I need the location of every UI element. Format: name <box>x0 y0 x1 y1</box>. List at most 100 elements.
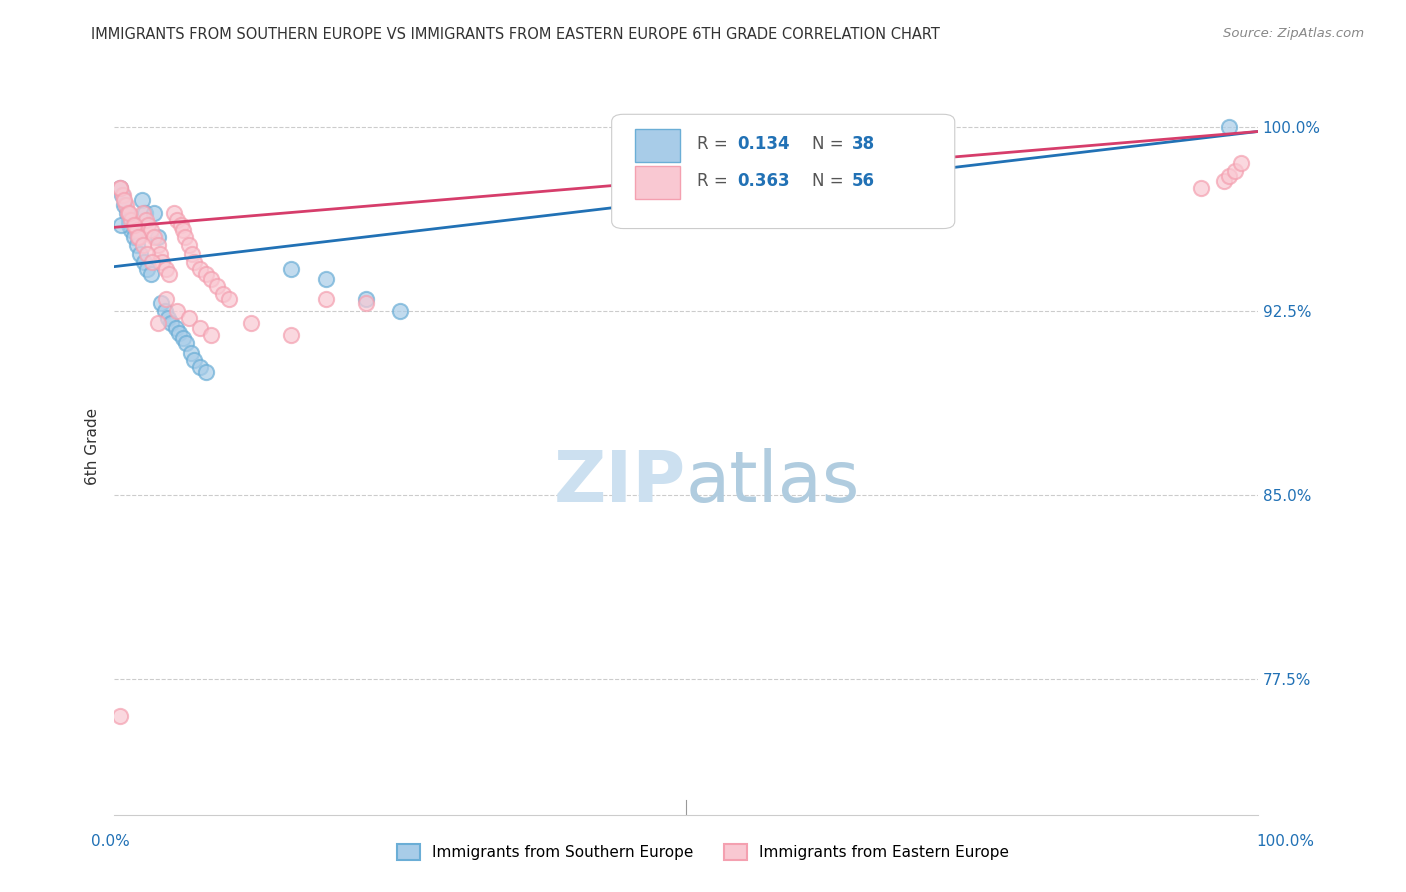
Point <box>211 286 233 301</box>
Point <box>1189 181 1212 195</box>
Point <box>354 296 377 310</box>
FancyBboxPatch shape <box>612 114 955 228</box>
Point <box>1229 156 1251 170</box>
Point <box>315 292 337 306</box>
Point <box>155 262 177 277</box>
Point <box>124 218 146 232</box>
Point <box>132 254 155 268</box>
Point <box>183 353 205 368</box>
Point <box>218 292 240 306</box>
Point <box>114 198 136 212</box>
Point <box>194 365 217 379</box>
Point <box>177 237 200 252</box>
Bar <box>634 166 681 199</box>
Point <box>177 311 200 326</box>
Point <box>315 272 337 286</box>
Point <box>156 311 179 326</box>
Text: ZIP: ZIP <box>554 449 686 517</box>
Point <box>146 316 169 330</box>
Point <box>131 194 153 208</box>
Point <box>136 247 159 261</box>
Point <box>108 181 131 195</box>
Text: 0.0%: 0.0% <box>91 834 131 849</box>
Text: R =: R = <box>697 135 734 153</box>
Point <box>118 213 141 227</box>
Text: 56: 56 <box>852 171 875 190</box>
Point <box>114 194 136 208</box>
Text: 0.134: 0.134 <box>738 135 790 153</box>
Point <box>108 181 131 195</box>
Point <box>125 223 148 237</box>
Point <box>172 223 194 237</box>
Point <box>180 345 202 359</box>
Point <box>139 267 162 281</box>
Text: 38: 38 <box>852 135 875 153</box>
Text: 100.0%: 100.0% <box>1257 834 1315 849</box>
Point <box>1223 163 1246 178</box>
Point <box>1218 120 1240 134</box>
Point <box>143 230 166 244</box>
Point <box>112 188 135 202</box>
Point <box>135 213 157 227</box>
Point <box>150 296 173 310</box>
Point <box>181 247 204 261</box>
Point <box>146 230 169 244</box>
Point <box>1212 174 1234 188</box>
Point <box>114 198 136 212</box>
Point <box>200 328 222 343</box>
Y-axis label: 6th Grade: 6th Grade <box>86 408 100 484</box>
Point <box>172 331 194 345</box>
Point <box>127 230 149 244</box>
Point <box>155 292 177 306</box>
Point <box>127 230 149 244</box>
Point <box>194 267 217 281</box>
Point <box>165 321 187 335</box>
Point <box>280 328 302 343</box>
Text: N =: N = <box>811 171 849 190</box>
Point <box>354 292 377 306</box>
Point <box>389 303 412 318</box>
Point <box>163 205 186 219</box>
Point <box>174 230 197 244</box>
Point <box>108 709 131 723</box>
Point <box>169 326 191 340</box>
Point <box>146 237 169 252</box>
Point <box>1218 169 1240 183</box>
Point <box>143 205 166 219</box>
Bar <box>634 129 681 162</box>
Point <box>110 218 132 232</box>
Point <box>118 205 141 219</box>
Point <box>188 262 211 277</box>
Point <box>200 272 222 286</box>
Point <box>120 223 142 237</box>
Point <box>138 218 160 232</box>
Point <box>111 188 134 202</box>
Legend: Immigrants from Southern Europe, Immigrants from Eastern Europe: Immigrants from Southern Europe, Immigra… <box>391 838 1015 866</box>
Point <box>149 247 172 261</box>
Point <box>136 262 159 277</box>
Point <box>117 205 139 219</box>
Point <box>240 316 263 330</box>
Point <box>132 205 155 219</box>
Point <box>183 254 205 268</box>
Point <box>120 213 142 227</box>
Point <box>129 247 152 261</box>
Text: Source: ZipAtlas.com: Source: ZipAtlas.com <box>1223 27 1364 40</box>
Point <box>118 218 141 232</box>
Point <box>188 360 211 375</box>
Point <box>141 254 163 268</box>
Point <box>280 262 302 277</box>
Point <box>166 303 188 318</box>
Point <box>188 321 211 335</box>
Point <box>153 303 176 318</box>
Point <box>157 267 180 281</box>
Text: IMMIGRANTS FROM SOUTHERN EUROPE VS IMMIGRANTS FROM EASTERN EUROPE 6TH GRADE CORR: IMMIGRANTS FROM SOUTHERN EUROPE VS IMMIG… <box>91 27 941 42</box>
Point <box>125 223 148 237</box>
Point <box>115 205 138 219</box>
Point <box>125 237 148 252</box>
Point <box>139 223 162 237</box>
Point <box>132 237 155 252</box>
Point <box>121 218 143 232</box>
Point <box>128 230 150 244</box>
Point <box>160 316 183 330</box>
